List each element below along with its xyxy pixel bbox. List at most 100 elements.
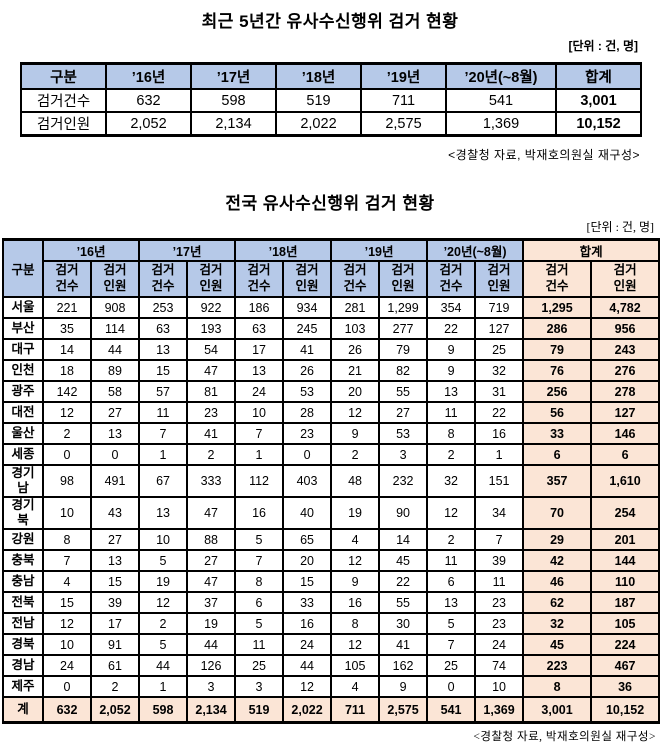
region-row: 제주 0 2 1 3 3 12 4 9 0 10 8 36 xyxy=(2,675,660,698)
table2-cell: 7 xyxy=(474,528,525,551)
table2-cell: 2 xyxy=(186,443,237,466)
region-row: 세종 0 0 1 2 1 0 2 3 2 1 6 6 xyxy=(2,443,660,466)
table2-cell: 48 xyxy=(330,464,381,498)
region-label: 강원 xyxy=(2,528,44,551)
table1-cell: 3,001 xyxy=(555,88,642,113)
table2-cell: 22 xyxy=(474,401,525,424)
table2-cell: 12 xyxy=(138,591,189,614)
table2-cell: 11 xyxy=(426,401,477,424)
table2-cell: 53 xyxy=(378,422,429,445)
table2-cell: 253 xyxy=(138,296,189,319)
table2-cell: 44 xyxy=(186,633,237,656)
table2-cell: 31 xyxy=(474,380,525,403)
table2-sub-header: 검거 인원 xyxy=(590,260,660,298)
table2-cell: 2 xyxy=(426,528,477,551)
table2-cell: 7 xyxy=(138,422,189,445)
table2-cell: 37 xyxy=(186,591,237,614)
table2-cell: 15 xyxy=(89,570,141,593)
table1-col-header: 구분 xyxy=(20,62,107,90)
table2-cell: 32 xyxy=(522,612,593,635)
table2-cell: 105 xyxy=(590,612,660,635)
table2-cell: 151 xyxy=(474,464,525,498)
table1-cell: 10,152 xyxy=(555,111,642,137)
region-row: 경기 북 10 43 13 47 16 40 19 90 12 34 70 254 xyxy=(2,496,660,530)
table2-year-header: ’17년 xyxy=(138,238,237,262)
table2-sub-header: 검거 건수 xyxy=(42,260,92,298)
table2-cell: 19 xyxy=(330,496,381,530)
table1-col-header: ’19년 xyxy=(360,62,447,90)
table2-cell: 16 xyxy=(474,422,525,445)
region-label: 제주 xyxy=(2,675,44,698)
table2-cell: 1,299 xyxy=(378,296,429,319)
table2-cell: 19 xyxy=(138,570,189,593)
table1-col-header: ’16년 xyxy=(105,62,192,90)
table1-header-row: 구분 ’16년 ’17년 ’18년 ’19년 ’20년(~8월) 합계 xyxy=(20,62,642,90)
table2-sub-header: 검거 건수 xyxy=(234,260,285,298)
table2-cell: 22 xyxy=(378,570,429,593)
region-label: 울산 xyxy=(2,422,44,445)
region-row: 충남 4 15 19 47 8 15 9 22 6 11 46 110 xyxy=(2,570,660,593)
table2-cell: 221 xyxy=(42,296,92,319)
grand-total-label: 계 xyxy=(2,696,44,724)
table1-cell: 2,022 xyxy=(275,111,362,137)
table2-cell: 12 xyxy=(330,633,381,656)
grand-total-cell: 2,052 xyxy=(89,696,141,724)
table2-cell: 27 xyxy=(378,401,429,424)
table2-cell: 32 xyxy=(474,359,525,382)
table2-cell: 16 xyxy=(234,496,285,530)
table2-cell: 16 xyxy=(282,612,333,635)
table2-cell: 25 xyxy=(474,338,525,361)
table2-cell: 40 xyxy=(282,496,333,530)
table2-body: 서울 221 908 253 922 186 934 281 1,299 354 719 1,295 4… xyxy=(2,296,660,724)
region-row: 경북 10 91 5 44 11 24 12 41 7 24 45 224 xyxy=(2,633,660,656)
table2-cell: 28 xyxy=(282,401,333,424)
grand-total-cell: 1,369 xyxy=(474,696,525,724)
table2-cell: 3 xyxy=(378,443,429,466)
table2-cell: 55 xyxy=(378,591,429,614)
table2-cell: 254 xyxy=(590,496,660,530)
table1-body: 검거건수 632 598 519 711 541 3,001 검거인원 2,052 2,134 2,… xyxy=(20,88,642,137)
table2-cell: 79 xyxy=(378,338,429,361)
table2-title: 전국 유사수신행위 검거 현황 xyxy=(225,194,435,213)
table2-cell: 187 xyxy=(590,591,660,614)
table2-cell: 70 xyxy=(522,496,593,530)
grand-total-cell: 541 xyxy=(426,696,477,724)
table2-cell: 201 xyxy=(590,528,660,551)
table2-cell: 144 xyxy=(590,549,660,572)
table2-cell: 24 xyxy=(234,380,285,403)
table2-cell: 91 xyxy=(89,633,141,656)
table2-cell: 13 xyxy=(234,359,285,382)
table2-cell: 6 xyxy=(590,443,660,466)
table2-cell: 27 xyxy=(89,401,141,424)
table2-cell: 719 xyxy=(474,296,525,319)
table2-cell: 103 xyxy=(330,317,381,340)
table1-cell: 711 xyxy=(360,88,447,113)
table2-cell: 15 xyxy=(282,570,333,593)
table2-cell: 357 xyxy=(522,464,593,498)
table2-cell: 2 xyxy=(89,675,141,698)
table2-cell: 11 xyxy=(138,401,189,424)
table2-cell: 36 xyxy=(590,675,660,698)
table2-sub-header: 검거 인원 xyxy=(186,260,237,298)
table2-cell: 24 xyxy=(282,633,333,656)
table2-cell: 110 xyxy=(590,570,660,593)
table2-cell: 17 xyxy=(234,338,285,361)
table2-cell: 0 xyxy=(42,443,92,466)
table2-cell: 27 xyxy=(89,528,141,551)
table2-cell: 0 xyxy=(426,675,477,698)
table2-cell: 14 xyxy=(42,338,92,361)
table2-cell: 58 xyxy=(89,380,141,403)
table2-cell: 491 xyxy=(89,464,141,498)
table2-cell: 956 xyxy=(590,317,660,340)
table2-cell: 23 xyxy=(186,401,237,424)
table2-cell: 7 xyxy=(42,549,92,572)
table1-cell: 2,052 xyxy=(105,111,192,137)
region-row: 대전 12 27 11 23 10 28 12 27 11 22 56 127 xyxy=(2,401,660,424)
table2-cell: 12 xyxy=(42,401,92,424)
table2-cell: 245 xyxy=(282,317,333,340)
table2-cell: 232 xyxy=(378,464,429,498)
region-row: 강원 8 27 10 88 5 65 4 14 2 7 29 201 xyxy=(2,528,660,551)
table2-cell: 286 xyxy=(522,317,593,340)
table2-cell: 41 xyxy=(282,338,333,361)
table2-cell: 35 xyxy=(42,317,92,340)
